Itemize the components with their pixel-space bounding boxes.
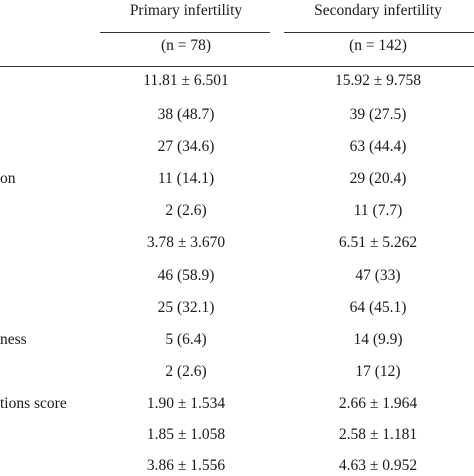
table-cell: 14 (9.9): [353, 331, 403, 348]
header-primary-infertility: Primary infertility: [129, 2, 243, 19]
table-cell: 1.90 ± 1.534: [146, 395, 226, 412]
row-label: on: [0, 170, 16, 187]
table-cell: 38 (48.7): [157, 106, 215, 123]
table-cell: 6.51 ± 5.262: [338, 234, 418, 251]
table-cell: 2 (2.6): [165, 202, 207, 219]
header-secondary-infertility: Secondary infertility: [314, 2, 442, 19]
table-cell: 47 (33): [355, 267, 401, 284]
table-cell: 2.66 ± 1.964: [338, 395, 418, 412]
header-underline-primary: [100, 32, 270, 33]
table-cell: 1.85 ± 1.058: [146, 426, 226, 443]
table-cell: 11.81 ± 6.501: [143, 72, 229, 89]
table-cell: 2.58 ± 1.181: [338, 426, 418, 443]
header-underline-secondary: [284, 32, 474, 33]
table-cell: 27 (34.6): [157, 138, 215, 155]
table-cell: 4.63 ± 0.952: [338, 457, 418, 474]
table-cell: 64 (45.1): [349, 299, 407, 316]
table-cell: 2 (2.6): [165, 363, 207, 380]
table-cell: 3.86 ± 1.556: [146, 457, 226, 474]
row-label: tions score: [0, 395, 67, 412]
table-cell: 3.78 ± 3.670: [146, 234, 226, 251]
row-label: ness: [0, 331, 27, 348]
table-cell: 46 (58.9): [157, 267, 215, 284]
table-cell: 15.92 ± 9.758: [334, 72, 421, 89]
table-cell: 11 (7.7): [353, 202, 403, 219]
n-primary: (n = 78): [160, 37, 212, 54]
table-cell: 17 (12): [355, 363, 401, 380]
table-cell: 39 (27.5): [349, 106, 407, 123]
table-cell: 11 (14.1): [157, 170, 215, 187]
header-bottom-rule: [0, 66, 474, 67]
table-cell: 63 (44.4): [349, 138, 407, 155]
n-secondary: (n = 142): [349, 37, 407, 54]
table-cell: 29 (20.4): [349, 170, 407, 187]
table-cell: 5 (6.4): [165, 331, 207, 348]
table-cell: 25 (32.1): [157, 299, 215, 316]
